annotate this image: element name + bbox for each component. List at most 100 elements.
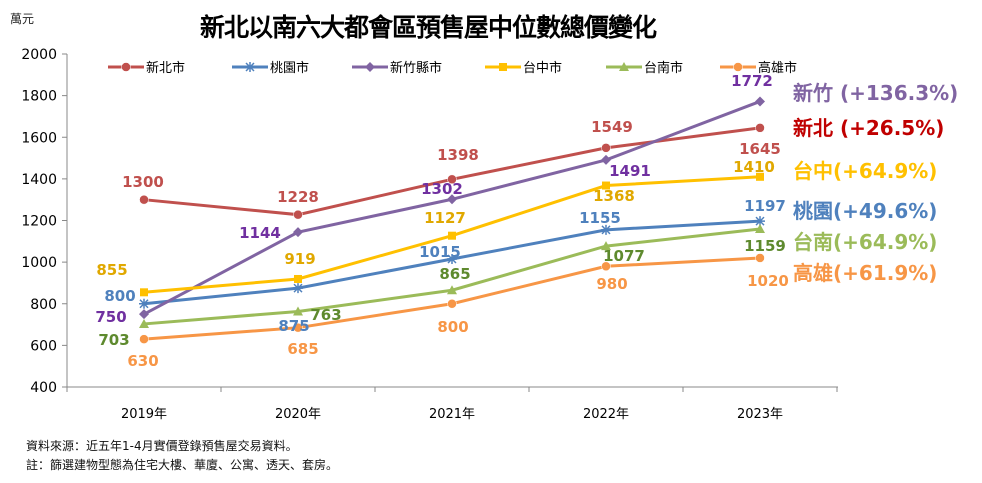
- legend-symbol: [619, 61, 629, 71]
- labels-桃園市: 800 875 1015 1155 1197: [104, 197, 786, 335]
- data-point: [601, 143, 611, 153]
- legend-marker: [232, 61, 268, 72]
- data-label: 1197: [744, 197, 786, 215]
- data-point: [293, 322, 303, 333]
- data-point: [601, 261, 611, 272]
- legend-label: 台中市: [523, 61, 563, 76]
- data-point: [755, 216, 765, 227]
- series-台南市: [139, 224, 765, 328]
- data-label: 763: [310, 306, 341, 324]
- labels-新北市: 1300 1228 1398 1549 1645: [122, 118, 781, 206]
- data-point: [601, 154, 611, 165]
- y-tick-label: 800: [30, 297, 57, 313]
- y-tick-label: 1200: [21, 214, 57, 230]
- data-label: 800: [437, 318, 468, 336]
- data-point: [756, 172, 764, 181]
- legend-label: 新北市: [146, 61, 186, 76]
- labels-台中市: 855 919 1127 1368 1410: [96, 158, 775, 279]
- series-桃園市: [139, 216, 765, 309]
- source-note: 資料來源：近五年1-4月實價登錄預售屋交易資料。: [26, 439, 298, 453]
- data-label: 1155: [579, 209, 621, 227]
- legend-item: 桃園市: [232, 57, 309, 76]
- legend-symbol: [121, 61, 131, 72]
- legend-item: 台南市: [606, 57, 683, 76]
- data-point: [448, 231, 456, 240]
- y-tick-label: 1800: [21, 89, 57, 105]
- data-label: 1302: [421, 180, 463, 198]
- data-label: 685: [287, 340, 318, 358]
- data-point: [139, 298, 149, 309]
- legend-item: 新北市: [108, 57, 185, 76]
- data-label: 1144: [239, 224, 281, 242]
- y-tick-label: 2000: [21, 47, 57, 63]
- x-tick-label: 2019年: [121, 407, 167, 422]
- x-tick-label: 2020年: [275, 407, 321, 422]
- data-label: 1410: [733, 158, 775, 176]
- legend-marker: [720, 61, 756, 72]
- labels-台南市: 703 763 865 1077 1159: [98, 237, 786, 349]
- data-point: [139, 318, 149, 328]
- growth-annotation: 台中(+64.9%): [793, 159, 938, 183]
- data-label: 1077: [603, 247, 645, 265]
- legend-item: 台中市: [485, 57, 562, 76]
- data-point: [139, 194, 149, 205]
- data-point: [139, 334, 149, 344]
- data-label: 750: [95, 308, 126, 326]
- legend-marker: [352, 61, 388, 72]
- data-label: 800: [104, 287, 135, 305]
- data-label: 855: [96, 261, 127, 279]
- data-point: [447, 254, 457, 265]
- data-label: 875: [278, 317, 309, 335]
- data-label: 630: [127, 352, 158, 370]
- y-tick-label: 1000: [21, 255, 57, 271]
- data-label: 1549: [591, 118, 633, 136]
- data-point: [140, 288, 148, 297]
- data-label: 980: [596, 275, 627, 293]
- data-point: [293, 227, 303, 238]
- data-point: [601, 224, 611, 235]
- data-label: 1645: [739, 140, 781, 158]
- data-point: [755, 224, 765, 234]
- legend-marker: [606, 61, 642, 71]
- chart-title: 新北以南六大都會區預售屋中位數總價變化: [200, 13, 657, 42]
- growth-annotation: 新竹 (+136.3%): [793, 81, 959, 105]
- legend-symbol: [245, 61, 255, 72]
- labels-新竹縣市: 750 1144 1302 1491 1772: [95, 72, 773, 326]
- data-point: [293, 283, 303, 294]
- data-label: 1368: [593, 187, 635, 205]
- data-point: [139, 309, 149, 320]
- data-point: [447, 194, 457, 205]
- data-label: 865: [439, 265, 470, 283]
- y-tick-label: 1400: [21, 172, 57, 188]
- data-point: [447, 299, 457, 309]
- labels-高雄市: 630 685 800 980 1020: [127, 272, 789, 370]
- x-tick-label: 2021年: [429, 407, 475, 422]
- data-point: [755, 253, 765, 263]
- series-台中市: [140, 172, 764, 297]
- legend-symbol: [499, 62, 507, 71]
- series-高雄市: [139, 253, 765, 344]
- y-axis-unit: 萬元: [10, 12, 35, 26]
- data-point: [755, 123, 765, 133]
- data-point: [602, 181, 610, 190]
- legend-label: 新竹縣市: [390, 61, 443, 76]
- legend-label: 桃園市: [270, 61, 310, 76]
- x-tick-label: 2022年: [583, 407, 629, 422]
- data-label: 1228: [277, 188, 319, 206]
- legend-marker: [485, 62, 521, 71]
- data-label: 919: [284, 250, 315, 268]
- legend-item: 高雄市: [720, 57, 797, 76]
- data-point: [293, 209, 303, 220]
- data-label: 1398: [437, 146, 479, 164]
- data-label: 1020: [747, 272, 789, 290]
- data-point: [447, 174, 457, 185]
- data-label: 1772: [731, 72, 773, 90]
- data-point: [755, 96, 765, 107]
- data-point: [293, 306, 303, 316]
- legend-symbol: [365, 61, 375, 72]
- x-tick-label: 2023年: [737, 407, 783, 422]
- y-tick-label: 1600: [21, 130, 57, 146]
- y-tick-label: 400: [30, 380, 57, 396]
